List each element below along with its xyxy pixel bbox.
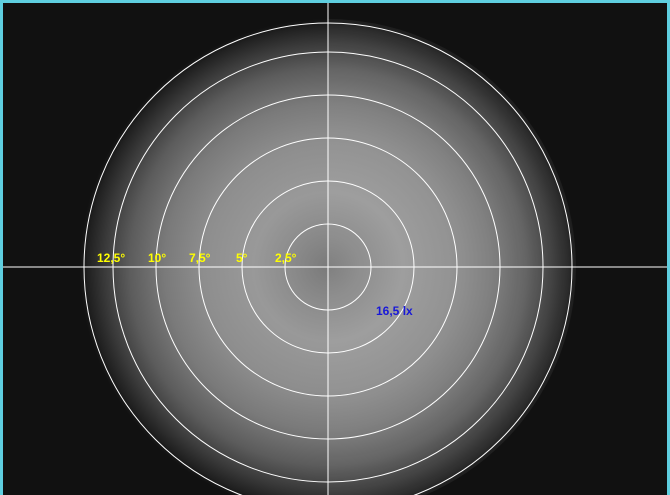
beam-right-half-highlight: [328, 19, 576, 495]
angle-label-2-5: 2,5°: [275, 251, 297, 265]
illuminance-value-label: 16,5 lx: [376, 304, 413, 318]
angle-labels: 12,5° 10° 7,5° 5° 2,5°: [97, 251, 297, 265]
angle-label-5: 5°: [236, 251, 248, 265]
angle-label-7-5: 7,5°: [189, 251, 211, 265]
angle-label-10: 10°: [148, 251, 166, 265]
beam-plot: 12,5° 10° 7,5° 5° 2,5° 16,5 lx: [3, 3, 667, 495]
angle-label-12-5: 12,5°: [97, 251, 125, 265]
